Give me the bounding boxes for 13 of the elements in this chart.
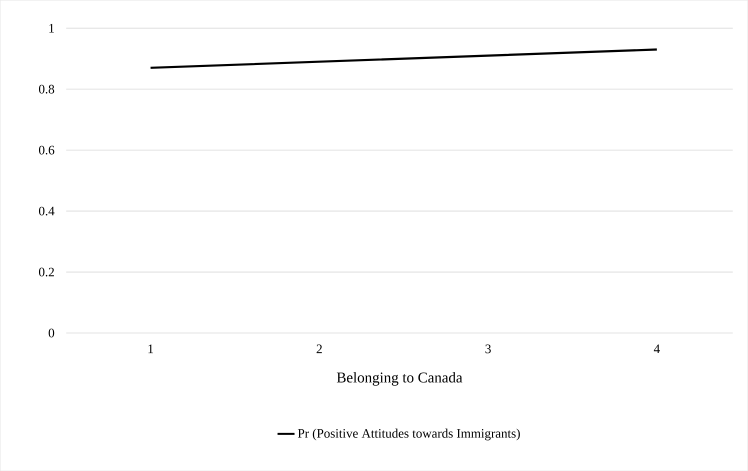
line-series (149, 48, 658, 69)
y-tick-label: 0.4 (38, 206, 54, 216)
x-tick-label: 3 (485, 344, 491, 354)
x-tick-label: 1 (148, 344, 154, 354)
y-tick-label: 0.6 (38, 146, 54, 154)
y-tick-label: 1 (49, 24, 54, 32)
y-tick-label: 0.8 (38, 84, 54, 94)
x-tick-label: 4 (654, 344, 660, 353)
y-tick-label: 0.2 (38, 268, 54, 276)
legend-label: Pr (Positive Attitudes towards Immigrants) (298, 428, 520, 440)
y-tick-label: 0 (48, 328, 54, 338)
x-axis-title: Belonging to Canada (336, 372, 462, 386)
x-tick-label: 2 (316, 344, 322, 354)
